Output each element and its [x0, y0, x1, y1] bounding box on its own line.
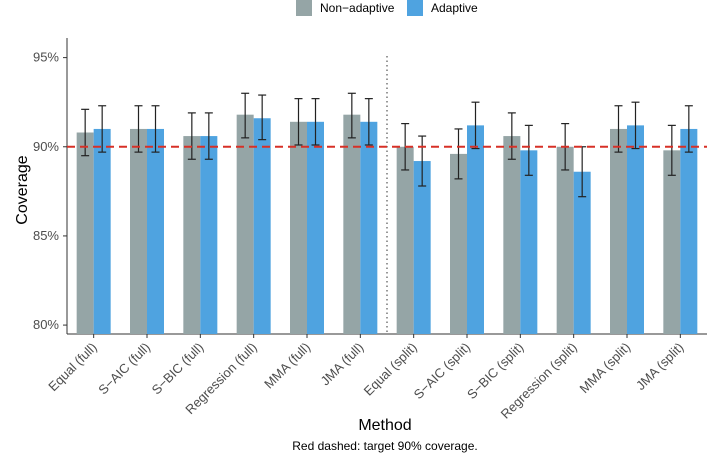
x-axis-title: Method [358, 417, 411, 434]
bar [413, 161, 431, 334]
bar [360, 121, 378, 335]
bar [200, 136, 218, 334]
x-tick-label: JMA (full) [318, 340, 367, 389]
bar [147, 128, 164, 334]
legend-swatch-adaptive [407, 0, 423, 16]
bar [680, 128, 698, 334]
chart-caption: Red dashed: target 90% coverage. [292, 439, 477, 453]
bar [290, 121, 307, 335]
x-tick-label: JMA (split) [633, 340, 687, 394]
bar [556, 146, 574, 334]
bar [450, 153, 467, 334]
bar [343, 114, 361, 334]
x-tick-label: S−AIC (split) [411, 340, 473, 402]
bar [396, 146, 414, 334]
bar [610, 128, 627, 334]
bar [253, 118, 271, 334]
x-tick-label: MMA (full) [261, 340, 313, 392]
bar [76, 132, 94, 334]
bar [130, 128, 147, 334]
bar [573, 171, 591, 334]
legend: Non−adaptive Adaptive [296, 0, 478, 16]
bar [520, 150, 538, 334]
x-tick-label: S−BIC (full) [149, 340, 207, 398]
x-tick-label: S−AIC (full) [95, 340, 153, 398]
legend-label-non-adaptive: Non−adaptive [320, 1, 395, 15]
x-tick-label: MMA (split) [577, 340, 634, 397]
y-tick-label: 85% [33, 228, 59, 243]
legend-swatch-non-adaptive [296, 0, 312, 16]
plot-area: 80% 85% 90% 95% Equal (full)S−AIC (full)S−BI… [33, 38, 707, 422]
bar [663, 150, 681, 334]
bar [93, 128, 111, 334]
y-tick-label: 80% [33, 317, 59, 332]
y-tick-label: 95% [33, 50, 59, 65]
bar [183, 136, 201, 334]
bar [236, 114, 254, 334]
legend-label-adaptive: Adaptive [431, 1, 478, 15]
bar [467, 125, 484, 334]
bar [307, 121, 324, 335]
bar [503, 136, 521, 334]
y-axis-title: Coverage [14, 155, 31, 224]
x-tick-label: Equal (full) [45, 340, 100, 395]
bar [627, 125, 644, 334]
y-tick-label: 90% [33, 139, 59, 154]
